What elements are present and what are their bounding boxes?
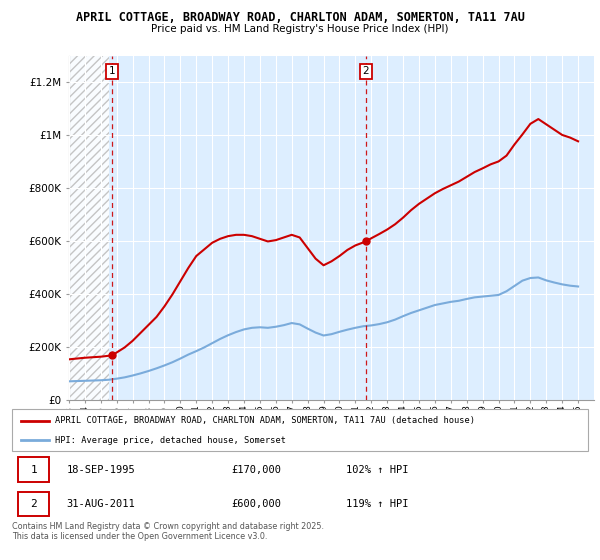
Text: Price paid vs. HM Land Registry's House Price Index (HPI): Price paid vs. HM Land Registry's House … xyxy=(151,24,449,34)
Text: APRIL COTTAGE, BROADWAY ROAD, CHARLTON ADAM, SOMERTON, TA11 7AU: APRIL COTTAGE, BROADWAY ROAD, CHARLTON A… xyxy=(76,11,524,24)
Text: 31-AUG-2011: 31-AUG-2011 xyxy=(67,499,136,509)
Text: 102% ↑ HPI: 102% ↑ HPI xyxy=(346,465,409,475)
Text: Contains HM Land Registry data © Crown copyright and database right 2025.
This d: Contains HM Land Registry data © Crown c… xyxy=(12,522,324,542)
Text: 18-SEP-1995: 18-SEP-1995 xyxy=(67,465,136,475)
FancyBboxPatch shape xyxy=(12,409,588,451)
Text: £170,000: £170,000 xyxy=(231,465,281,475)
Text: 119% ↑ HPI: 119% ↑ HPI xyxy=(346,499,409,509)
Text: 2: 2 xyxy=(362,67,369,77)
Text: 1: 1 xyxy=(109,67,115,77)
Bar xyxy=(69,56,109,400)
FancyBboxPatch shape xyxy=(18,492,49,516)
Text: 1: 1 xyxy=(30,465,37,475)
Text: £600,000: £600,000 xyxy=(231,499,281,509)
Text: HPI: Average price, detached house, Somerset: HPI: Average price, detached house, Some… xyxy=(55,436,286,445)
FancyBboxPatch shape xyxy=(18,458,49,482)
Text: APRIL COTTAGE, BROADWAY ROAD, CHARLTON ADAM, SOMERTON, TA11 7AU (detached house): APRIL COTTAGE, BROADWAY ROAD, CHARLTON A… xyxy=(55,416,475,425)
Text: 2: 2 xyxy=(30,499,37,509)
